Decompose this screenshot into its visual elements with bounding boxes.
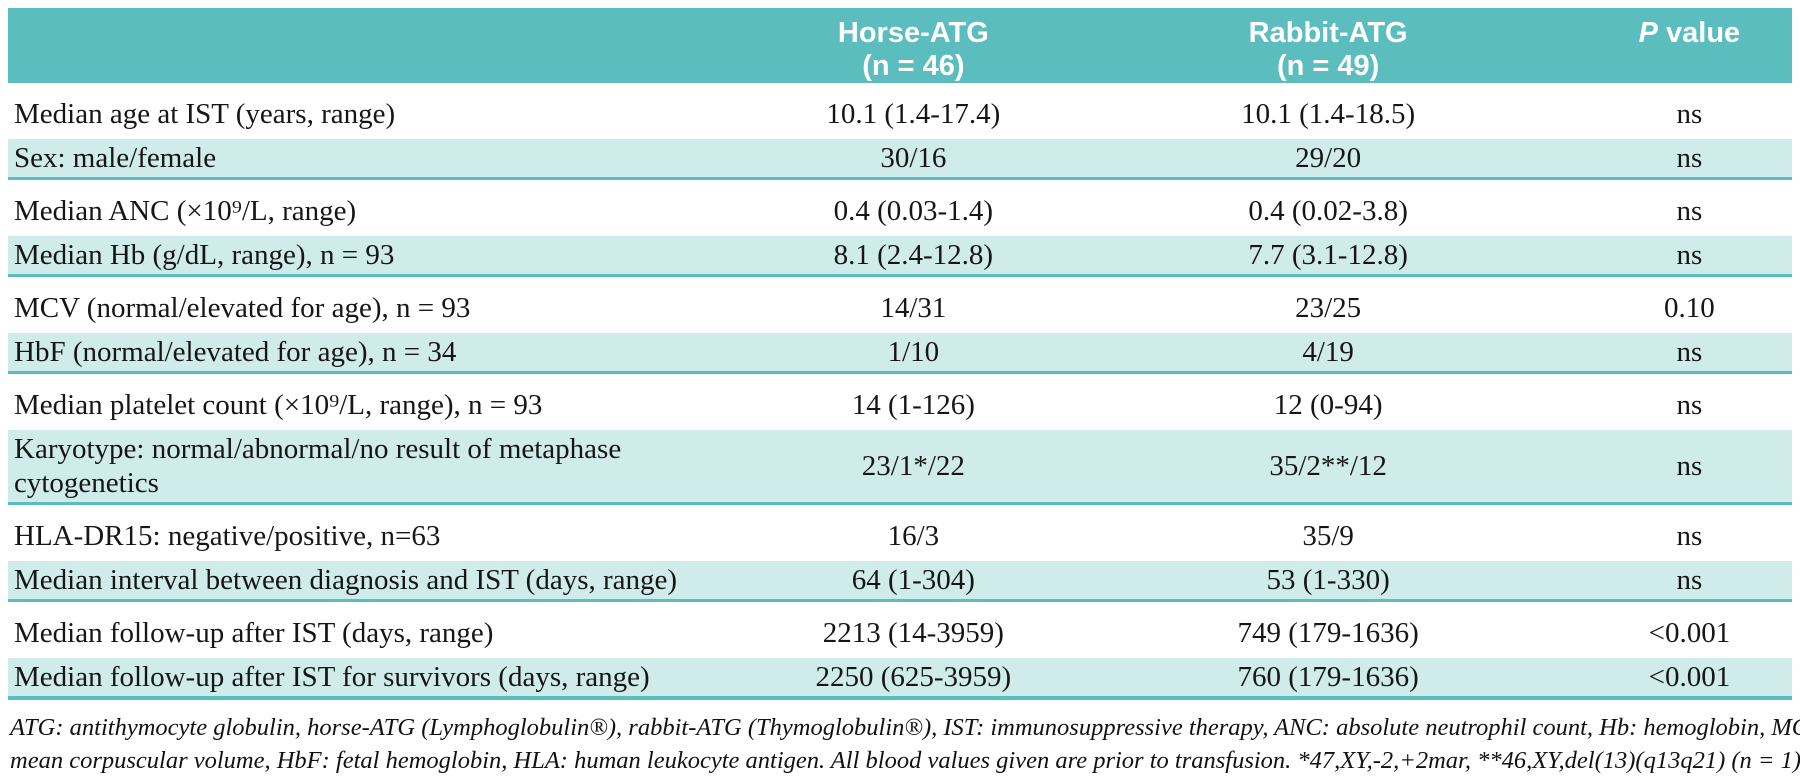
p-value-column-header: P value — [1586, 8, 1792, 83]
rabbit-value: 12 (0-94) — [1069, 372, 1587, 430]
horse-value: 8.1 (2.4-12.8) — [757, 236, 1070, 277]
table-row: MCV (normal/elevated for age), n = 93 14… — [8, 275, 1792, 333]
p-value: <0.001 — [1586, 658, 1792, 700]
table-row: Karyotype: normal/abnormal/no result of … — [8, 430, 1792, 505]
table-header-row: Horse-ATG (n = 46) Rabbit-ATG (n = 49) P… — [8, 8, 1792, 83]
p-value: ns — [1586, 561, 1792, 602]
p-value-header-rest: value — [1657, 17, 1741, 49]
table-row: Median follow-up after IST (days, range)… — [8, 600, 1792, 658]
horse-value: 16/3 — [757, 503, 1070, 561]
rabbit-value: 23/25 — [1069, 275, 1587, 333]
horse-value: 2213 (14-3959) — [757, 600, 1070, 658]
table-row: HLA-DR15: negative/positive, n=63 16/3 3… — [8, 503, 1792, 561]
p-value: 0.10 — [1586, 275, 1792, 333]
rabbit-value: 7.7 (3.1-12.8) — [1069, 236, 1587, 277]
horse-value: 23/1*/22 — [757, 430, 1070, 505]
rabbit-atg-header-n: (n = 49) — [1276, 50, 1380, 82]
table-row: Sex: male/female 30/16 29/20 ns — [8, 139, 1792, 180]
p-value-header-italic-p: P — [1638, 17, 1658, 49]
p-value: ns — [1586, 372, 1792, 430]
table-row: Median ANC (×10⁹/L, range) 0.4 (0.03-1.4… — [8, 178, 1792, 236]
p-value: ns — [1586, 333, 1792, 374]
rabbit-value: 4/19 — [1069, 333, 1587, 374]
comparison-table: Horse-ATG (n = 46) Rabbit-ATG (n = 49) P… — [8, 8, 1792, 700]
row-label: HbF (normal/elevated for age), n = 34 — [8, 333, 758, 374]
rabbit-value: 760 (179-1636) — [1069, 658, 1587, 700]
horse-value: 64 (1-304) — [757, 561, 1070, 602]
table-row: Median interval between diagnosis and IS… — [8, 561, 1792, 602]
horse-atg-column-header: Horse-ATG (n = 46) — [757, 8, 1070, 83]
horse-value: 14/31 — [757, 275, 1070, 333]
row-label: Median interval between diagnosis and IS… — [8, 561, 758, 602]
table-row: Median Hb (g/dL, range), n = 93 8.1 (2.4… — [8, 236, 1792, 277]
row-label: Karyotype: normal/abnormal/no result of … — [8, 430, 758, 505]
rabbit-atg-column-header: Rabbit-ATG (n = 49) — [1069, 8, 1587, 83]
p-value: ns — [1586, 236, 1792, 277]
rabbit-value: 35/2**/12 — [1069, 430, 1587, 505]
horse-atg-header-n: (n = 46) — [862, 50, 965, 82]
row-label: Median Hb (g/dL, range), n = 93 — [8, 236, 758, 277]
rabbit-value: 35/9 — [1069, 503, 1587, 561]
horse-value: 1/10 — [757, 333, 1070, 374]
horse-value: 10.1 (1.4-17.4) — [757, 83, 1070, 139]
p-value: ns — [1586, 430, 1792, 505]
horse-value: 2250 (625-3959) — [757, 658, 1070, 700]
row-label: Median ANC (×10⁹/L, range) — [8, 178, 758, 236]
rabbit-value: 29/20 — [1069, 139, 1587, 180]
horse-atg-header-name: Horse-ATG — [837, 17, 989, 49]
row-label: Median follow-up after IST for survivors… — [8, 658, 758, 700]
horse-value: 14 (1-126) — [757, 372, 1070, 430]
row-label: MCV (normal/elevated for age), n = 93 — [8, 275, 758, 333]
p-value: ns — [1586, 503, 1792, 561]
footnote-line: mean corpuscular volume, HbF: fetal hemo… — [10, 747, 1800, 774]
rabbit-value: 10.1 (1.4-18.5) — [1069, 83, 1587, 139]
row-label: Median platelet count (×10⁹/L, range), n… — [8, 372, 758, 430]
table-row: HbF (normal/elevated for age), n = 34 1/… — [8, 333, 1792, 374]
row-label: Median follow-up after IST (days, range) — [8, 600, 758, 658]
p-value: <0.001 — [1586, 600, 1792, 658]
p-value: ns — [1586, 139, 1792, 180]
row-label: HLA-DR15: negative/positive, n=63 — [8, 503, 758, 561]
characteristic-column-header — [8, 8, 758, 83]
row-label: Median age at IST (years, range) — [8, 83, 758, 139]
p-value: ns — [1586, 178, 1792, 236]
row-label: Sex: male/female — [8, 139, 758, 180]
table-row: Median follow-up after IST for survivors… — [8, 658, 1792, 700]
horse-value: 30/16 — [757, 139, 1070, 180]
rabbit-value: 0.4 (0.02-3.8) — [1069, 178, 1587, 236]
footnote-line: ATG: antithymocyte globulin, horse-ATG (… — [10, 714, 1800, 741]
rabbit-value: 53 (1-330) — [1069, 561, 1587, 602]
p-value: ns — [1586, 83, 1792, 139]
rabbit-atg-header-name: Rabbit-ATG — [1248, 17, 1408, 49]
horse-value: 0.4 (0.03-1.4) — [757, 178, 1070, 236]
table-row: Median platelet count (×10⁹/L, range), n… — [8, 372, 1792, 430]
table-footnote: ATG: antithymocyte globulin, horse-ATG (… — [8, 711, 1800, 779]
rabbit-value: 749 (179-1636) — [1069, 600, 1587, 658]
table-row: Median age at IST (years, range) 10.1 (1… — [8, 83, 1792, 139]
